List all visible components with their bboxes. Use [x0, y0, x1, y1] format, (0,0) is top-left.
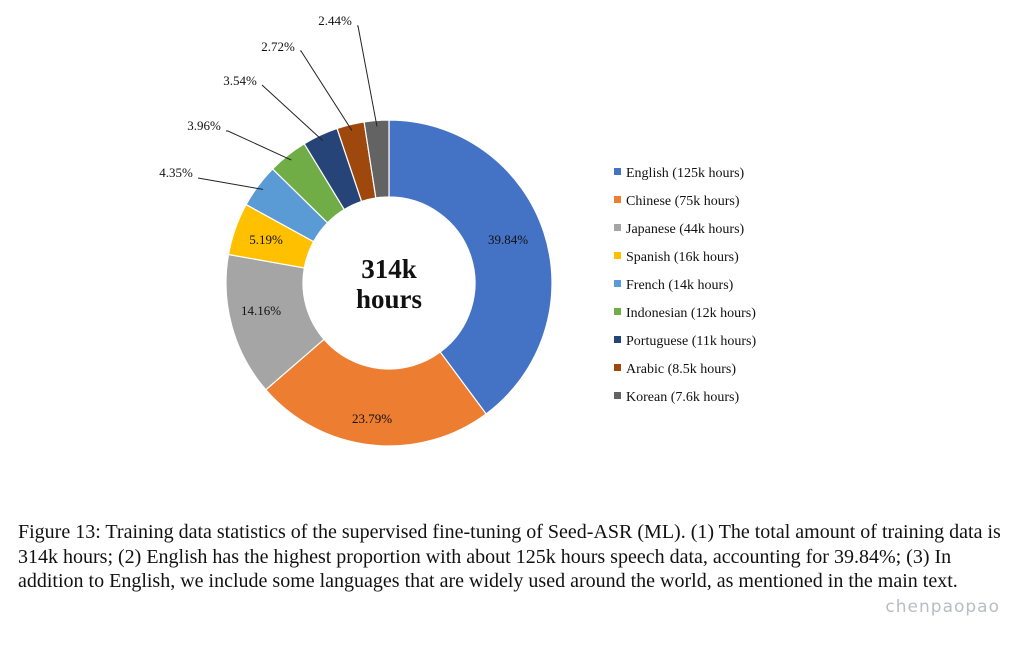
legend-swatch-indonesian — [614, 308, 621, 315]
slice-label-spanish: 5.19% — [249, 232, 283, 247]
leader-line-indonesian — [226, 130, 292, 161]
center-label-line-1: 314k — [361, 254, 417, 284]
legend-label-korean: Korean (7.6k hours) — [626, 390, 739, 405]
legend-label-french: French (14k hours) — [626, 278, 734, 293]
legend-item-korean: Korean (7.6k hours) — [614, 390, 739, 405]
leader-line-korean — [357, 25, 378, 127]
legend-swatch-japanese — [614, 224, 621, 231]
slice-label-english: 39.84% — [488, 232, 528, 247]
slice-label-arabic: 2.72% — [261, 39, 295, 54]
figure: 39.84% 23.79% 14.16% 5.19% 4.35% 3.96% 3.54% 2.… — [159, 13, 756, 447]
donut-chart: 39.84% 23.79% 14.16% 5.19% 4.35% 3.96% 3.54% 2.… — [159, 13, 756, 447]
legend-swatch-chinese — [614, 196, 621, 203]
legend-label-japanese: Japanese (44k hours) — [626, 222, 745, 237]
slice-label-portuguese: 3.54% — [223, 73, 257, 88]
legend-item-french: French (14k hours) — [614, 278, 734, 293]
legend-swatch-french — [614, 280, 621, 287]
center-label-line-2: hours — [356, 284, 422, 314]
slice-labels: 39.84% 23.79% 14.16% 5.19% 4.35% 3.96% 3.54% 2.… — [159, 13, 528, 426]
leader-line-arabic — [300, 50, 353, 131]
legend-swatch-arabic — [614, 364, 621, 371]
donut-hole — [303, 197, 475, 369]
legend-item-spanish: Spanish (16k hours) — [614, 250, 739, 265]
legend-item-indonesian: Indonesian (12k hours) — [614, 306, 756, 321]
legend-swatch-portuguese — [614, 336, 621, 343]
slice-label-chinese: 23.79% — [352, 411, 392, 426]
slice-label-korean: 2.44% — [318, 13, 352, 28]
legend-label-spanish: Spanish (16k hours) — [626, 250, 739, 265]
slice-label-french: 4.35% — [159, 165, 193, 180]
legend-item-portuguese: Portuguese (11k hours) — [614, 334, 756, 349]
legend-swatch-spanish — [614, 252, 621, 259]
watermark: chenpaopao — [885, 597, 1000, 617]
legend-label-chinese: Chinese (75k hours) — [626, 194, 740, 209]
legend-item-english: English (125k hours) — [614, 166, 745, 181]
legend: English (125k hours) Chinese (75k hours) J… — [614, 166, 756, 405]
legend-swatch-english — [614, 168, 621, 175]
legend-label-portuguese: Portuguese (11k hours) — [626, 334, 756, 349]
legend-label-indonesian: Indonesian (12k hours) — [626, 306, 756, 321]
leader-line-french — [197, 177, 264, 190]
slice-label-japanese: 14.16% — [241, 303, 281, 318]
legend-label-english: English (125k hours) — [626, 166, 745, 181]
slices — [225, 119, 553, 447]
slice-label-indonesian: 3.96% — [187, 118, 221, 133]
legend-item-chinese: Chinese (75k hours) — [614, 194, 740, 209]
leader-lines — [197, 25, 378, 190]
leader-line-portuguese — [261, 84, 324, 142]
legend-label-arabic: Arabic (8.5k hours) — [626, 362, 736, 377]
figure-caption: Figure 13: Training data statistics of t… — [18, 521, 1001, 592]
legend-item-arabic: Arabic (8.5k hours) — [614, 362, 736, 377]
legend-item-japanese: Japanese (44k hours) — [614, 222, 745, 237]
legend-swatch-korean — [614, 392, 621, 399]
